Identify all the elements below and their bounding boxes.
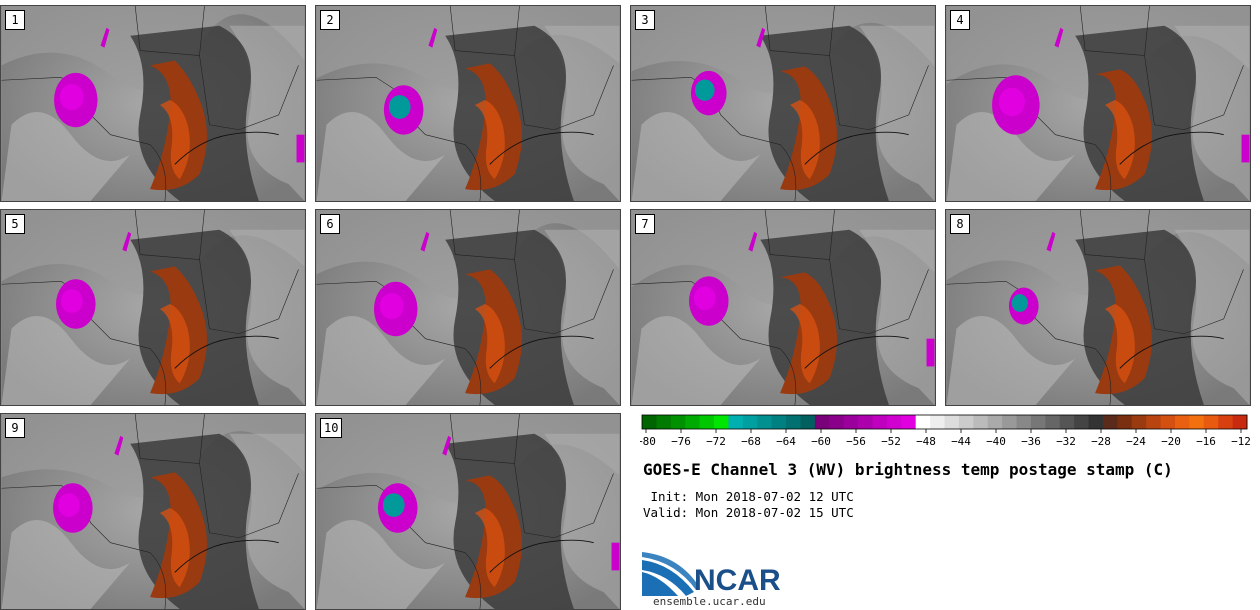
colorbar-tick-label: −28 — [1091, 435, 1111, 448]
ncar-logo: NCAR — [642, 552, 781, 597]
colorbar-segment — [1203, 415, 1219, 429]
colorbar-tick-label: −20 — [1161, 435, 1181, 448]
member-number: 3 — [635, 10, 655, 30]
ensemble-member-panel: 3 — [630, 5, 936, 202]
water-vapor-map — [1, 210, 305, 405]
colorbar-segment — [901, 415, 917, 429]
ensemble-member-panel: 8 — [945, 209, 1251, 406]
colorbar-segment — [1088, 415, 1104, 429]
ensemble-member-panel: 5 — [0, 209, 306, 406]
valid-time: Valid: Mon 2018-07-02 15 UTC — [643, 505, 854, 520]
member-number: 8 — [950, 214, 970, 234]
colorbar-segment — [771, 415, 787, 429]
water-vapor-map — [316, 6, 620, 201]
colorbar-outline — [641, 414, 1248, 430]
colorbar-segment — [1117, 415, 1133, 429]
colorbar-segment — [714, 415, 729, 429]
colorbar-segment — [1160, 415, 1176, 429]
member-number: 9 — [5, 418, 25, 438]
water-vapor-map — [631, 6, 935, 201]
colorbar-segment — [742, 415, 758, 429]
colorbar-segment — [1131, 415, 1147, 429]
ensemble-member-panel: 2 — [315, 5, 621, 202]
colorbar-segment — [1174, 415, 1190, 429]
colorbar-tick-label: −52 — [881, 435, 901, 448]
colorbar-segment — [814, 415, 830, 429]
water-vapor-map — [946, 6, 1250, 201]
member-number: 5 — [5, 214, 25, 234]
logo-text: NCAR — [694, 564, 781, 597]
colorbar-segment — [728, 415, 744, 429]
colorbar-tick-label: −48 — [916, 435, 936, 448]
colorbar-segment — [858, 415, 873, 429]
colorbar-tick-label: −44 — [951, 435, 971, 448]
colorbar-tick-label: −56 — [846, 435, 866, 448]
colorbar-segment — [642, 415, 657, 429]
water-vapor-map — [316, 210, 620, 405]
colorbar-tick-label: −12 — [1231, 435, 1250, 448]
ensemble-member-panel: 4 — [945, 5, 1251, 202]
member-number: 2 — [320, 10, 340, 30]
colorbar-tick-label: −68 — [741, 435, 761, 448]
ensemble-member-panel: 7 — [630, 209, 936, 406]
colorbar-tick-label: −40 — [986, 435, 1006, 448]
member-number: 6 — [320, 214, 340, 234]
colorbar-segment — [872, 415, 888, 429]
colorbar-segment — [699, 415, 715, 429]
colorbar-segment — [1059, 415, 1075, 429]
colorbar-segment — [1102, 415, 1118, 429]
colorbar-segment — [930, 415, 945, 429]
ensemble-member-panel: 9 — [0, 413, 306, 610]
colorbar-tick-label: −60 — [811, 435, 831, 448]
figure-title: GOES-E Channel 3 (WV) brightness temp po… — [643, 460, 1173, 479]
colorbar-segment — [1074, 415, 1090, 429]
colorbar-segment — [685, 415, 701, 429]
colorbar-segment — [1189, 415, 1205, 429]
colorbar-tick-label: −76 — [671, 435, 691, 448]
colorbar-segment — [800, 415, 816, 429]
ensemble-member-panel: 10 — [315, 413, 621, 610]
colorbar: −80 −76 −72 −68 −64 −60 −56 −52 −48 −44 −40 −36 −32 −… — [640, 414, 1250, 448]
member-number: 1 — [5, 10, 25, 30]
colorbar-tick-label: −72 — [706, 435, 726, 448]
water-vapor-map — [946, 210, 1250, 405]
colorbar-segment — [886, 415, 902, 429]
colorbar-tick-label: −80 — [640, 435, 656, 448]
colorbar-segment — [987, 415, 1003, 429]
ensemble-member-panel: 6 — [315, 209, 621, 406]
member-number: 7 — [635, 214, 655, 234]
init-time: Init: Mon 2018-07-02 12 UTC — [643, 489, 854, 504]
colorbar-segment — [1218, 415, 1234, 429]
water-vapor-map — [1, 6, 305, 201]
ensemble-member-panel: 1 — [0, 5, 306, 202]
colorbar-segment — [973, 415, 989, 429]
colorbar-segment — [944, 415, 960, 429]
member-number: 4 — [950, 10, 970, 30]
website-url: ensemble.ucar.edu — [653, 595, 766, 608]
colorbar-tick-label: −16 — [1196, 435, 1216, 448]
colorbar-segment — [1045, 415, 1061, 429]
colorbar-segment — [915, 415, 931, 429]
colorbar-segment — [786, 415, 801, 429]
water-vapor-map — [631, 210, 935, 405]
colorbar-segment — [1002, 415, 1018, 429]
colorbar-segment — [1016, 415, 1032, 429]
colorbar-segment — [1030, 415, 1046, 429]
colorbar-segment — [1232, 415, 1248, 429]
colorbar-segment — [958, 415, 974, 429]
colorbar-tick-label: −64 — [776, 435, 796, 448]
colorbar-tick-label: −24 — [1126, 435, 1146, 448]
colorbar-segment — [757, 415, 773, 429]
colorbar-tick-label: −36 — [1021, 435, 1041, 448]
colorbar-segment — [656, 415, 672, 429]
colorbar-tick-label: −32 — [1056, 435, 1076, 448]
colorbar-segment — [829, 415, 845, 429]
water-vapor-map — [1, 414, 305, 609]
colorbar-segment — [843, 415, 859, 429]
colorbar-segment — [670, 415, 686, 429]
colorbar-segment — [1146, 415, 1162, 429]
member-number: 10 — [320, 418, 343, 438]
water-vapor-map — [316, 414, 620, 609]
